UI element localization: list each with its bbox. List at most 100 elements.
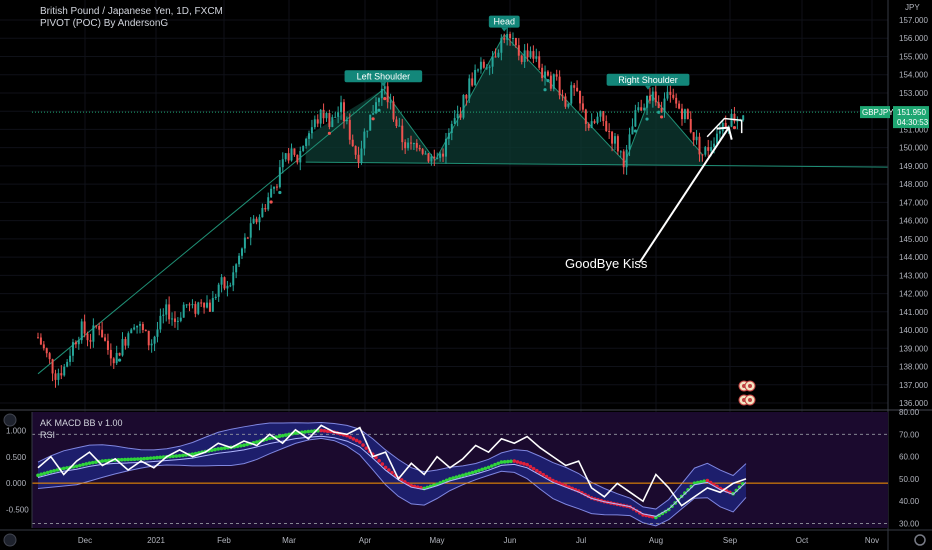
candle-body[interactable] <box>208 302 211 312</box>
candle-body[interactable] <box>613 136 616 144</box>
candle-body[interactable] <box>579 91 582 104</box>
candle-body[interactable] <box>121 339 124 356</box>
macd-rsi-panel[interactable] <box>32 422 888 527</box>
candle-body[interactable] <box>418 147 421 150</box>
candle-body[interactable] <box>162 314 165 316</box>
candle-body[interactable] <box>223 277 226 289</box>
candle-body[interactable] <box>83 321 86 334</box>
candle-body[interactable] <box>171 318 174 320</box>
candle-body[interactable] <box>147 330 150 346</box>
candle-body[interactable] <box>238 255 241 265</box>
candle-body[interactable] <box>211 298 214 312</box>
candle-body[interactable] <box>206 302 209 308</box>
candle-body[interactable] <box>179 317 182 321</box>
candle-body[interactable] <box>608 131 611 133</box>
candle-body[interactable] <box>648 95 651 101</box>
candle-body[interactable] <box>316 119 319 124</box>
candle-body[interactable] <box>657 102 660 109</box>
candle-body[interactable] <box>51 359 54 374</box>
candle-body[interactable] <box>558 76 561 96</box>
candle-body[interactable] <box>95 325 98 327</box>
candle-body[interactable] <box>290 148 293 161</box>
candle-body[interactable] <box>436 157 439 159</box>
candle-body[interactable] <box>704 147 707 155</box>
candle-body[interactable] <box>535 56 538 59</box>
candle-body[interactable] <box>232 272 235 286</box>
candle-body[interactable] <box>538 56 541 68</box>
candle-body[interactable] <box>150 343 153 346</box>
candle-body[interactable] <box>197 302 200 314</box>
candle-body[interactable] <box>590 121 593 129</box>
candle-body[interactable] <box>532 51 535 59</box>
candle-body[interactable] <box>640 107 643 111</box>
candle-body[interactable] <box>281 159 284 168</box>
candle-body[interactable] <box>246 237 249 239</box>
candle-body[interactable] <box>322 109 325 119</box>
candle-body[interactable] <box>115 352 118 364</box>
candle-body[interactable] <box>200 302 203 304</box>
candle-body[interactable] <box>372 113 375 115</box>
candle-body[interactable] <box>141 324 144 330</box>
candle-body[interactable] <box>698 136 701 155</box>
candle-body[interactable] <box>176 320 179 322</box>
candle-body[interactable] <box>666 91 669 99</box>
candle-body[interactable] <box>692 132 695 141</box>
candle-body[interactable] <box>637 107 640 111</box>
candle-body[interactable] <box>375 102 378 114</box>
candle-body[interactable] <box>255 218 258 223</box>
candle-body[interactable] <box>313 119 316 128</box>
candle-body[interactable] <box>491 56 494 67</box>
candle-body[interactable] <box>468 78 471 99</box>
candle-body[interactable] <box>651 91 654 101</box>
candle-body[interactable] <box>86 333 89 341</box>
candle-body[interactable] <box>264 207 267 210</box>
candle-body[interactable] <box>310 127 313 134</box>
candle-body[interactable] <box>488 66 491 68</box>
candle-body[interactable] <box>442 153 445 157</box>
chart-settings-gear-icon[interactable] <box>914 534 926 546</box>
candle-body[interactable] <box>217 284 220 297</box>
candle-body[interactable] <box>220 277 223 285</box>
candle-body[interactable] <box>138 324 141 326</box>
candle-body[interactable] <box>284 153 287 160</box>
candle-body[interactable] <box>643 107 646 111</box>
candle-body[interactable] <box>456 113 459 119</box>
candle-body[interactable] <box>302 145 305 152</box>
candle-body[interactable] <box>439 153 442 158</box>
candle-body[interactable] <box>348 119 351 140</box>
candle-body[interactable] <box>299 151 302 163</box>
candle-body[interactable] <box>118 352 121 356</box>
candle-body[interactable] <box>520 55 523 62</box>
candle-body[interactable] <box>267 197 270 210</box>
candle-body[interactable] <box>249 223 252 238</box>
candle-body[interactable] <box>552 74 555 89</box>
candle-body[interactable] <box>191 304 194 306</box>
candle-body[interactable] <box>39 337 42 345</box>
candle-body[interactable] <box>112 358 115 364</box>
candle-body[interactable] <box>144 329 147 331</box>
candle-body[interactable] <box>345 119 348 122</box>
candle-body[interactable] <box>546 71 549 76</box>
candle-body[interactable] <box>369 114 372 131</box>
candle-body[interactable] <box>106 340 109 350</box>
candle-body[interactable] <box>331 117 334 127</box>
candle-body[interactable] <box>724 122 727 128</box>
candle-body[interactable] <box>625 149 628 168</box>
candle-body[interactable] <box>660 108 663 113</box>
candle-body[interactable] <box>37 337 39 339</box>
candle-body[interactable] <box>444 138 447 157</box>
candlestick-series[interactable] <box>37 27 745 388</box>
candle-body[interactable] <box>360 148 363 163</box>
candle-body[interactable] <box>503 37 506 40</box>
candle-body[interactable] <box>383 86 386 89</box>
candle-body[interactable] <box>270 188 273 198</box>
candle-body[interactable] <box>721 122 724 132</box>
candle-body[interactable] <box>581 103 584 110</box>
candle-body[interactable] <box>235 264 238 273</box>
candle-body[interactable] <box>628 134 631 150</box>
candle-body[interactable] <box>258 217 261 223</box>
candle-body[interactable] <box>713 143 716 147</box>
candle-body[interactable] <box>549 75 552 89</box>
candle-body[interactable] <box>287 153 290 161</box>
candle-body[interactable] <box>742 115 745 121</box>
